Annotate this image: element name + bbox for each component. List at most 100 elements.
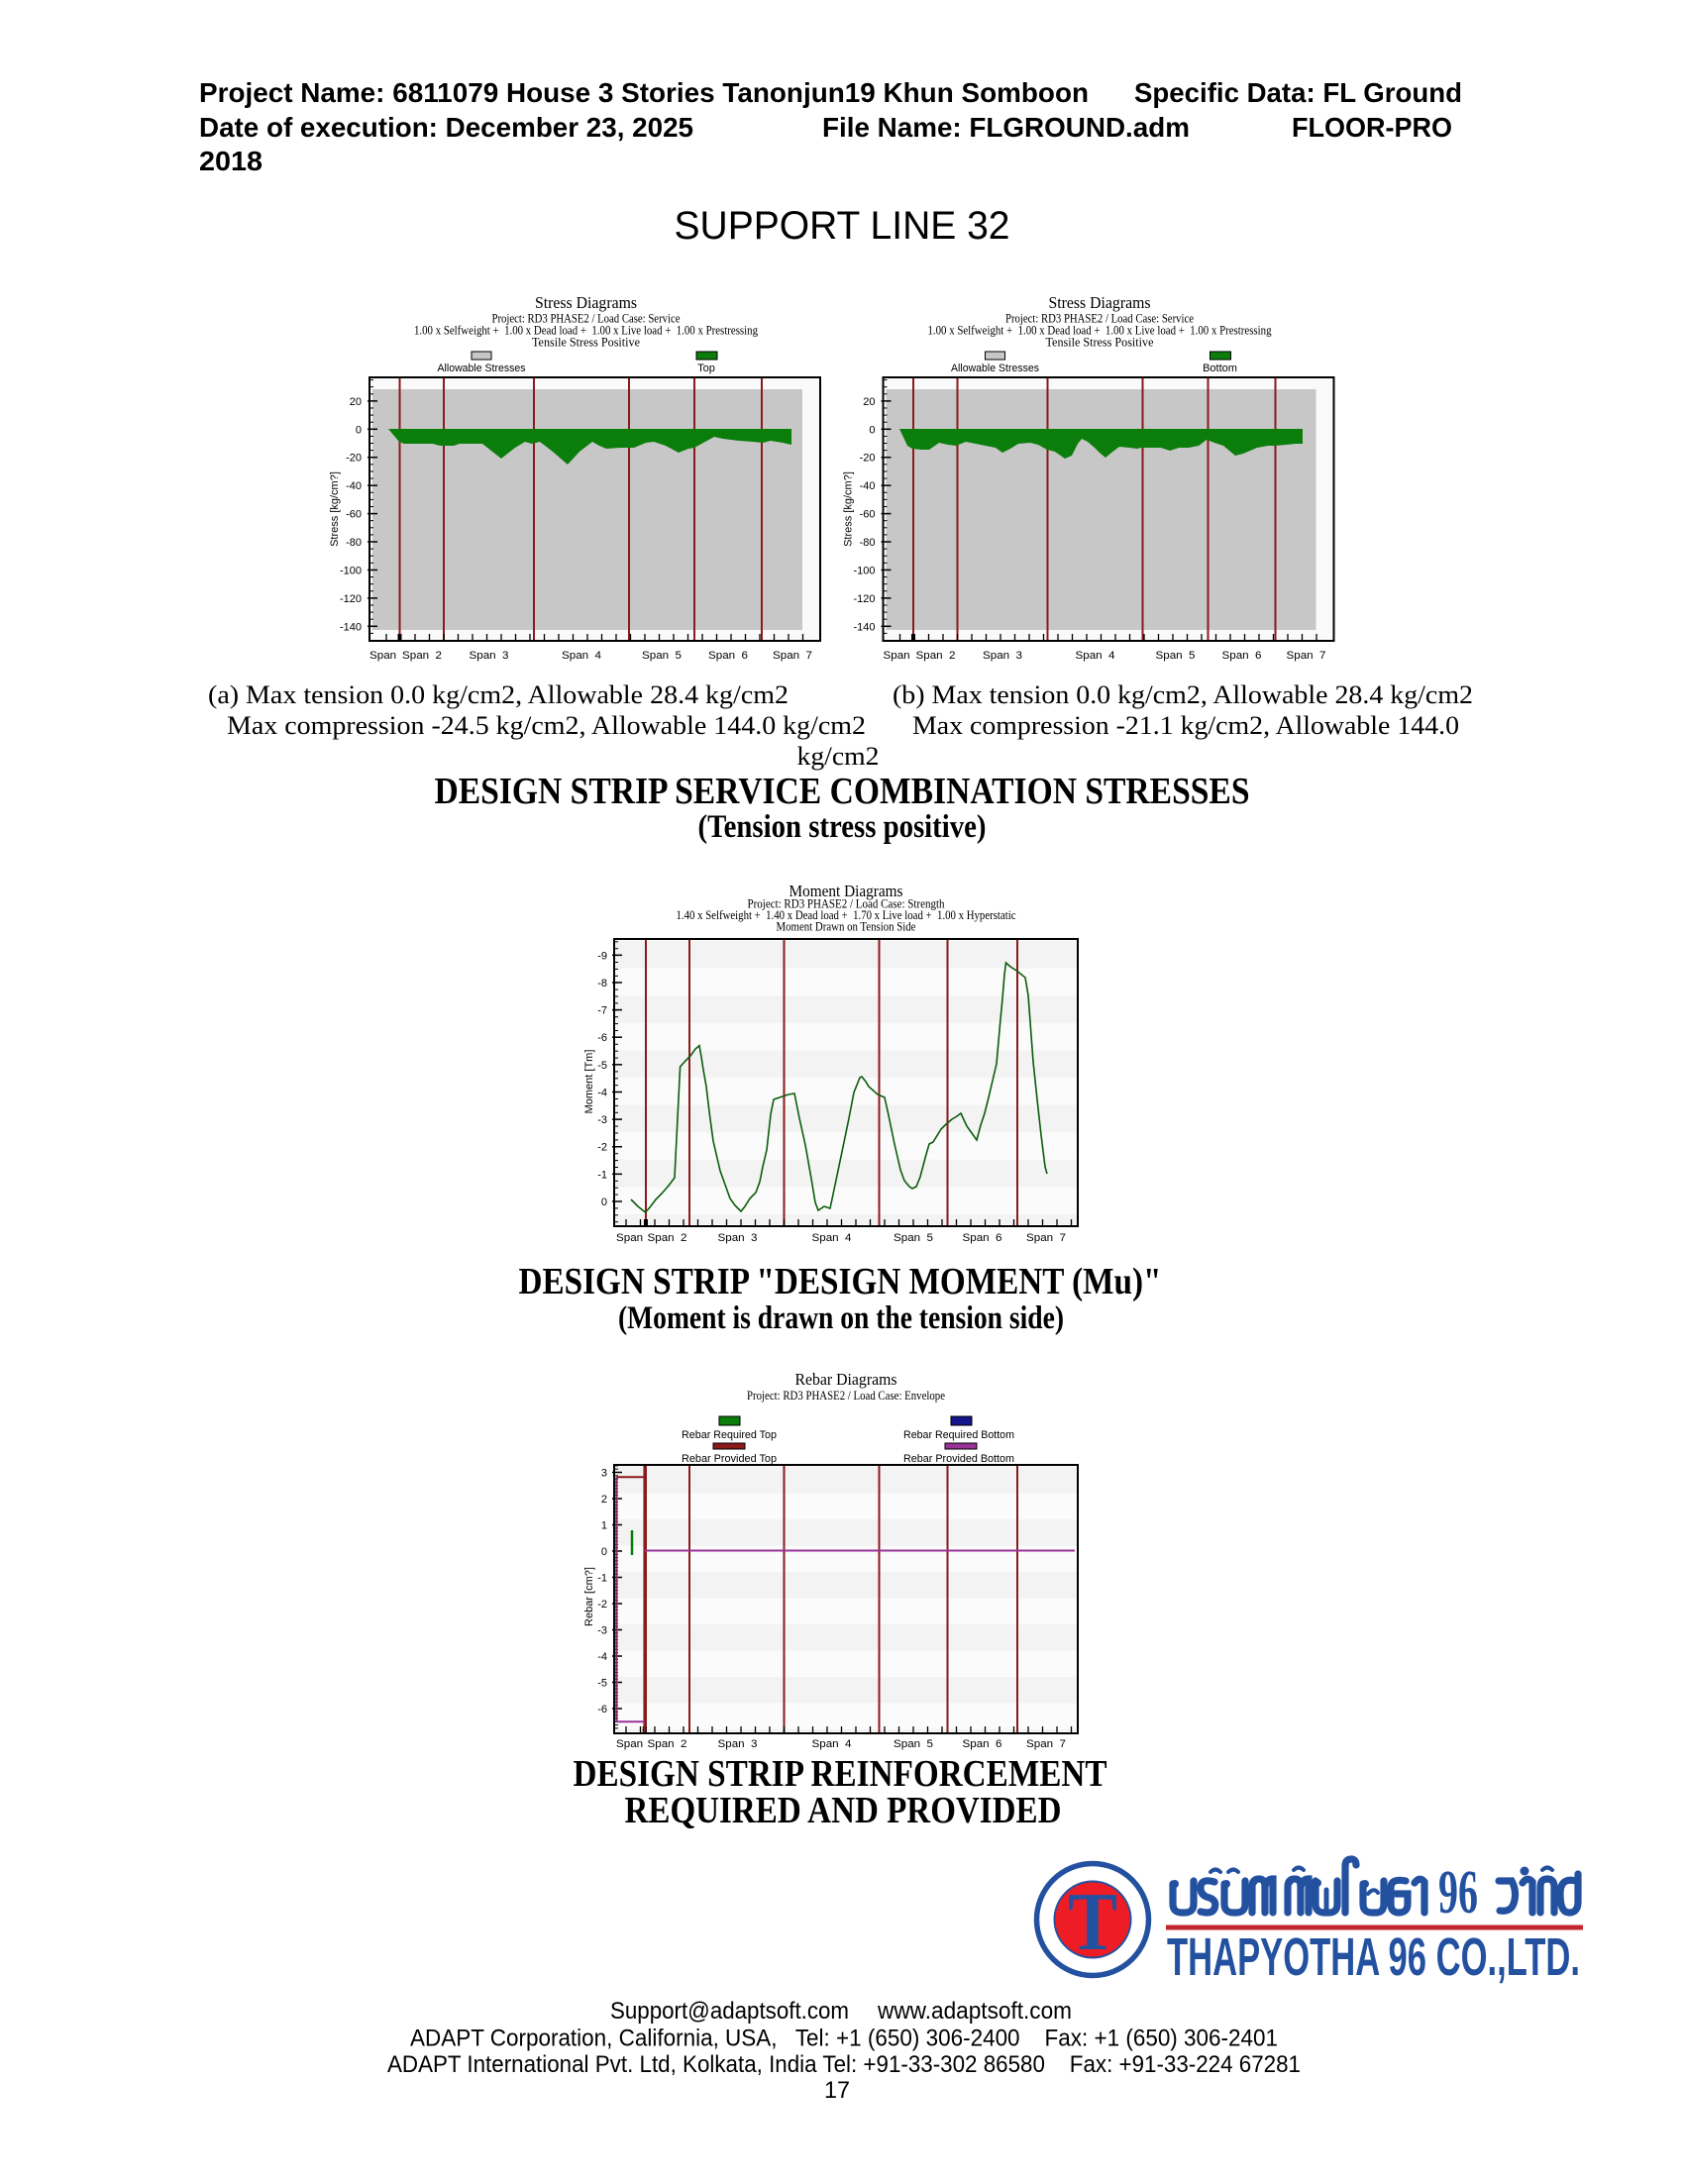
svg-text:Span 7: Span 7 xyxy=(773,650,812,662)
svg-text:Rebar Provided Bottom: Rebar Provided Bottom xyxy=(903,1453,1014,1465)
svg-text:-3: -3 xyxy=(597,1114,607,1126)
svg-text:Support@adaptsoft.com: Support@adaptsoft.com xyxy=(610,1998,849,2025)
svg-text:Span 5: Span 5 xyxy=(894,1738,933,1750)
svg-text:-40: -40 xyxy=(346,480,362,492)
svg-text:Project: RD3 PHASE2 / Load Cas: Project: RD3 PHASE2 / Load Case: Strengt… xyxy=(748,897,946,911)
svg-text:-3: -3 xyxy=(597,1625,607,1637)
svg-text:Rebar Diagrams: Rebar Diagrams xyxy=(795,1370,897,1389)
svg-text:Date of execution: December 23: Date of execution: December 23, 2025 xyxy=(199,112,693,143)
svg-text:Span 3: Span 3 xyxy=(718,1232,758,1244)
svg-text:-5: -5 xyxy=(597,1678,607,1690)
svg-text:-80: -80 xyxy=(346,537,362,549)
svg-text:20: 20 xyxy=(863,396,875,408)
svg-text:ADAPT Corporation, California,: ADAPT Corporation, California, USA, Tel:… xyxy=(410,2026,1278,2052)
svg-text:-60: -60 xyxy=(346,509,362,521)
svg-text:Span 3: Span 3 xyxy=(470,650,509,662)
svg-text:-5: -5 xyxy=(597,1060,607,1072)
svg-text:20: 20 xyxy=(350,396,362,408)
svg-text:Moment Drawn on Tension Side: Moment Drawn on Tension Side xyxy=(777,920,916,934)
svg-text:2018: 2018 xyxy=(199,146,263,176)
svg-text:File Name: FLGROUND.adm: File Name: FLGROUND.adm xyxy=(822,112,1190,143)
svg-text:Specific Data: FL Ground: Specific Data: FL Ground xyxy=(1134,77,1462,108)
svg-text:Project Name: 6811079 House 3: Project Name: 6811079 House 3 Stories Ta… xyxy=(199,77,1089,108)
svg-text:(Tension stress positive): (Tension stress positive) xyxy=(698,809,987,845)
svg-text:1.40 x Selfweight + 1.40 x De: 1.40 x Selfweight + 1.40 x Dead load + 1… xyxy=(677,908,1016,922)
svg-text:-2: -2 xyxy=(597,1599,607,1611)
svg-text:2: 2 xyxy=(601,1494,607,1506)
svg-text:Project: RD3 PHASE2 / Load Cas: Project: RD3 PHASE2 / Load Case: Service xyxy=(1005,312,1194,326)
svg-text:Span 5: Span 5 xyxy=(1156,650,1196,662)
svg-text:-120: -120 xyxy=(340,593,362,605)
svg-text:Span 2: Span 2 xyxy=(648,1738,687,1750)
svg-text:-40: -40 xyxy=(860,480,876,492)
svg-text:-6: -6 xyxy=(597,1032,607,1044)
svg-text:REQUIRED AND PROVIDED: REQUIRED AND PROVIDED xyxy=(625,1790,1062,1831)
svg-text:Span 5: Span 5 xyxy=(642,650,682,662)
svg-text:Span 6: Span 6 xyxy=(1222,650,1262,662)
svg-text:Span 1: Span 1 xyxy=(884,650,923,662)
svg-text:Span 3: Span 3 xyxy=(983,650,1022,662)
svg-text:0: 0 xyxy=(601,1546,607,1558)
svg-text:THAPYOTHA 96 CO.,LTD.: THAPYOTHA 96 CO.,LTD. xyxy=(1167,1927,1580,1987)
svg-text:(b) Max tension 0.0 kg/cm2, Al: (b) Max tension 0.0 kg/cm2, Allowable 28… xyxy=(893,680,1473,709)
svg-text:Span 7: Span 7 xyxy=(1287,650,1326,662)
svg-text:-100: -100 xyxy=(340,565,362,576)
svg-text:-1: -1 xyxy=(597,1573,607,1585)
svg-text:Stress Diagrams: Stress Diagrams xyxy=(1049,293,1151,312)
svg-text:-1: -1 xyxy=(597,1169,607,1181)
svg-text:-2: -2 xyxy=(597,1142,607,1154)
svg-text:www.adaptsoft.com: www.adaptsoft.com xyxy=(877,1998,1072,2025)
svg-text:Span 7: Span 7 xyxy=(1026,1232,1066,1244)
svg-text:T: T xyxy=(1068,1876,1117,1968)
svg-text:-4: -4 xyxy=(597,1087,607,1098)
svg-text:Span 6: Span 6 xyxy=(708,650,748,662)
svg-text:Moment [Tm]: Moment [Tm] xyxy=(583,1050,595,1114)
svg-text:Span 7: Span 7 xyxy=(1026,1738,1066,1750)
svg-text:Span 1: Span 1 xyxy=(369,650,409,662)
svg-text:-140: -140 xyxy=(340,621,362,633)
svg-text:SUPPORT LINE 32: SUPPORT LINE 32 xyxy=(675,204,1010,248)
svg-text:1.00 x Selfweight + 1.00 x De: 1.00 x Selfweight + 1.00 x Dead load + 1… xyxy=(928,324,1273,338)
svg-text:Rebar Required Top: Rebar Required Top xyxy=(682,1429,777,1441)
svg-text:Span 2: Span 2 xyxy=(916,650,956,662)
svg-text:Stress [kg/cm?]: Stress [kg/cm?] xyxy=(843,471,855,547)
svg-text:Project: RD3 PHASE2 / Load Cas: Project: RD3 PHASE2 / Load Case: Service xyxy=(492,312,681,326)
svg-text:Span 3: Span 3 xyxy=(718,1738,758,1750)
svg-text:Max compression -21.1 kg/cm2,: Max compression -21.1 kg/cm2, Allowable … xyxy=(912,711,1459,740)
svg-text:Span 5: Span 5 xyxy=(894,1232,933,1244)
svg-text:-20: -20 xyxy=(860,453,876,465)
svg-text:Span 2: Span 2 xyxy=(648,1232,687,1244)
svg-text:Span 4: Span 4 xyxy=(812,1738,852,1750)
svg-text:-80: -80 xyxy=(860,537,876,549)
svg-text:0: 0 xyxy=(356,424,362,436)
svg-text:ADAPT International Pvt. Ltd,: ADAPT International Pvt. Ltd, Kolkata, I… xyxy=(387,2051,1301,2078)
svg-text:1.00 x Selfweight + 1.00 x De: 1.00 x Selfweight + 1.00 x Dead load + 1… xyxy=(414,324,759,338)
svg-text:Rebar Required Bottom: Rebar Required Bottom xyxy=(903,1429,1014,1441)
svg-text:1: 1 xyxy=(601,1520,607,1532)
svg-text:Span 4: Span 4 xyxy=(562,650,601,662)
svg-text:Span 4: Span 4 xyxy=(1076,650,1115,662)
svg-text:Tensile Stress Positive: Tensile Stress Positive xyxy=(532,336,640,350)
svg-text:Tensile Stress Positive: Tensile Stress Positive xyxy=(1046,336,1154,350)
svg-text:-100: -100 xyxy=(853,565,875,576)
svg-text:Project: RD3 PHASE2 / Load Cas: Project: RD3 PHASE2 / Load Case: Envelop… xyxy=(747,1389,945,1403)
svg-text:Bottom: Bottom xyxy=(1203,363,1237,374)
svg-text:0: 0 xyxy=(869,424,875,436)
svg-text:-9: -9 xyxy=(597,950,607,962)
svg-text:Stress [kg/cm?]: Stress [kg/cm?] xyxy=(329,471,341,547)
svg-text:Rebar [cm?]: Rebar [cm?] xyxy=(583,1567,595,1626)
svg-text:(Moment is drawn on the tensio: (Moment is drawn on the tension side) xyxy=(618,1300,1064,1336)
svg-text:-120: -120 xyxy=(853,593,875,605)
svg-text:Allowable Stresses: Allowable Stresses xyxy=(438,363,526,374)
svg-text:FLOOR-PRO: FLOOR-PRO xyxy=(1292,112,1452,143)
svg-text:-140: -140 xyxy=(853,621,875,633)
svg-text:-6: -6 xyxy=(597,1704,607,1716)
svg-text:Span 2: Span 2 xyxy=(402,650,442,662)
svg-text:DESIGN STRIP REINFORCEMENT: DESIGN STRIP REINFORCEMENT xyxy=(574,1753,1107,1795)
svg-text:Moment Diagrams: Moment Diagrams xyxy=(789,882,903,900)
svg-text:(a) Max tension 0.0 kg/cm2, Al: (a) Max tension 0.0 kg/cm2, Allowable 28… xyxy=(208,680,789,709)
svg-text:Span 4: Span 4 xyxy=(812,1232,852,1244)
svg-text:-20: -20 xyxy=(346,453,362,465)
svg-text:96: 96 xyxy=(1438,1859,1478,1926)
svg-text:-7: -7 xyxy=(597,1005,607,1017)
